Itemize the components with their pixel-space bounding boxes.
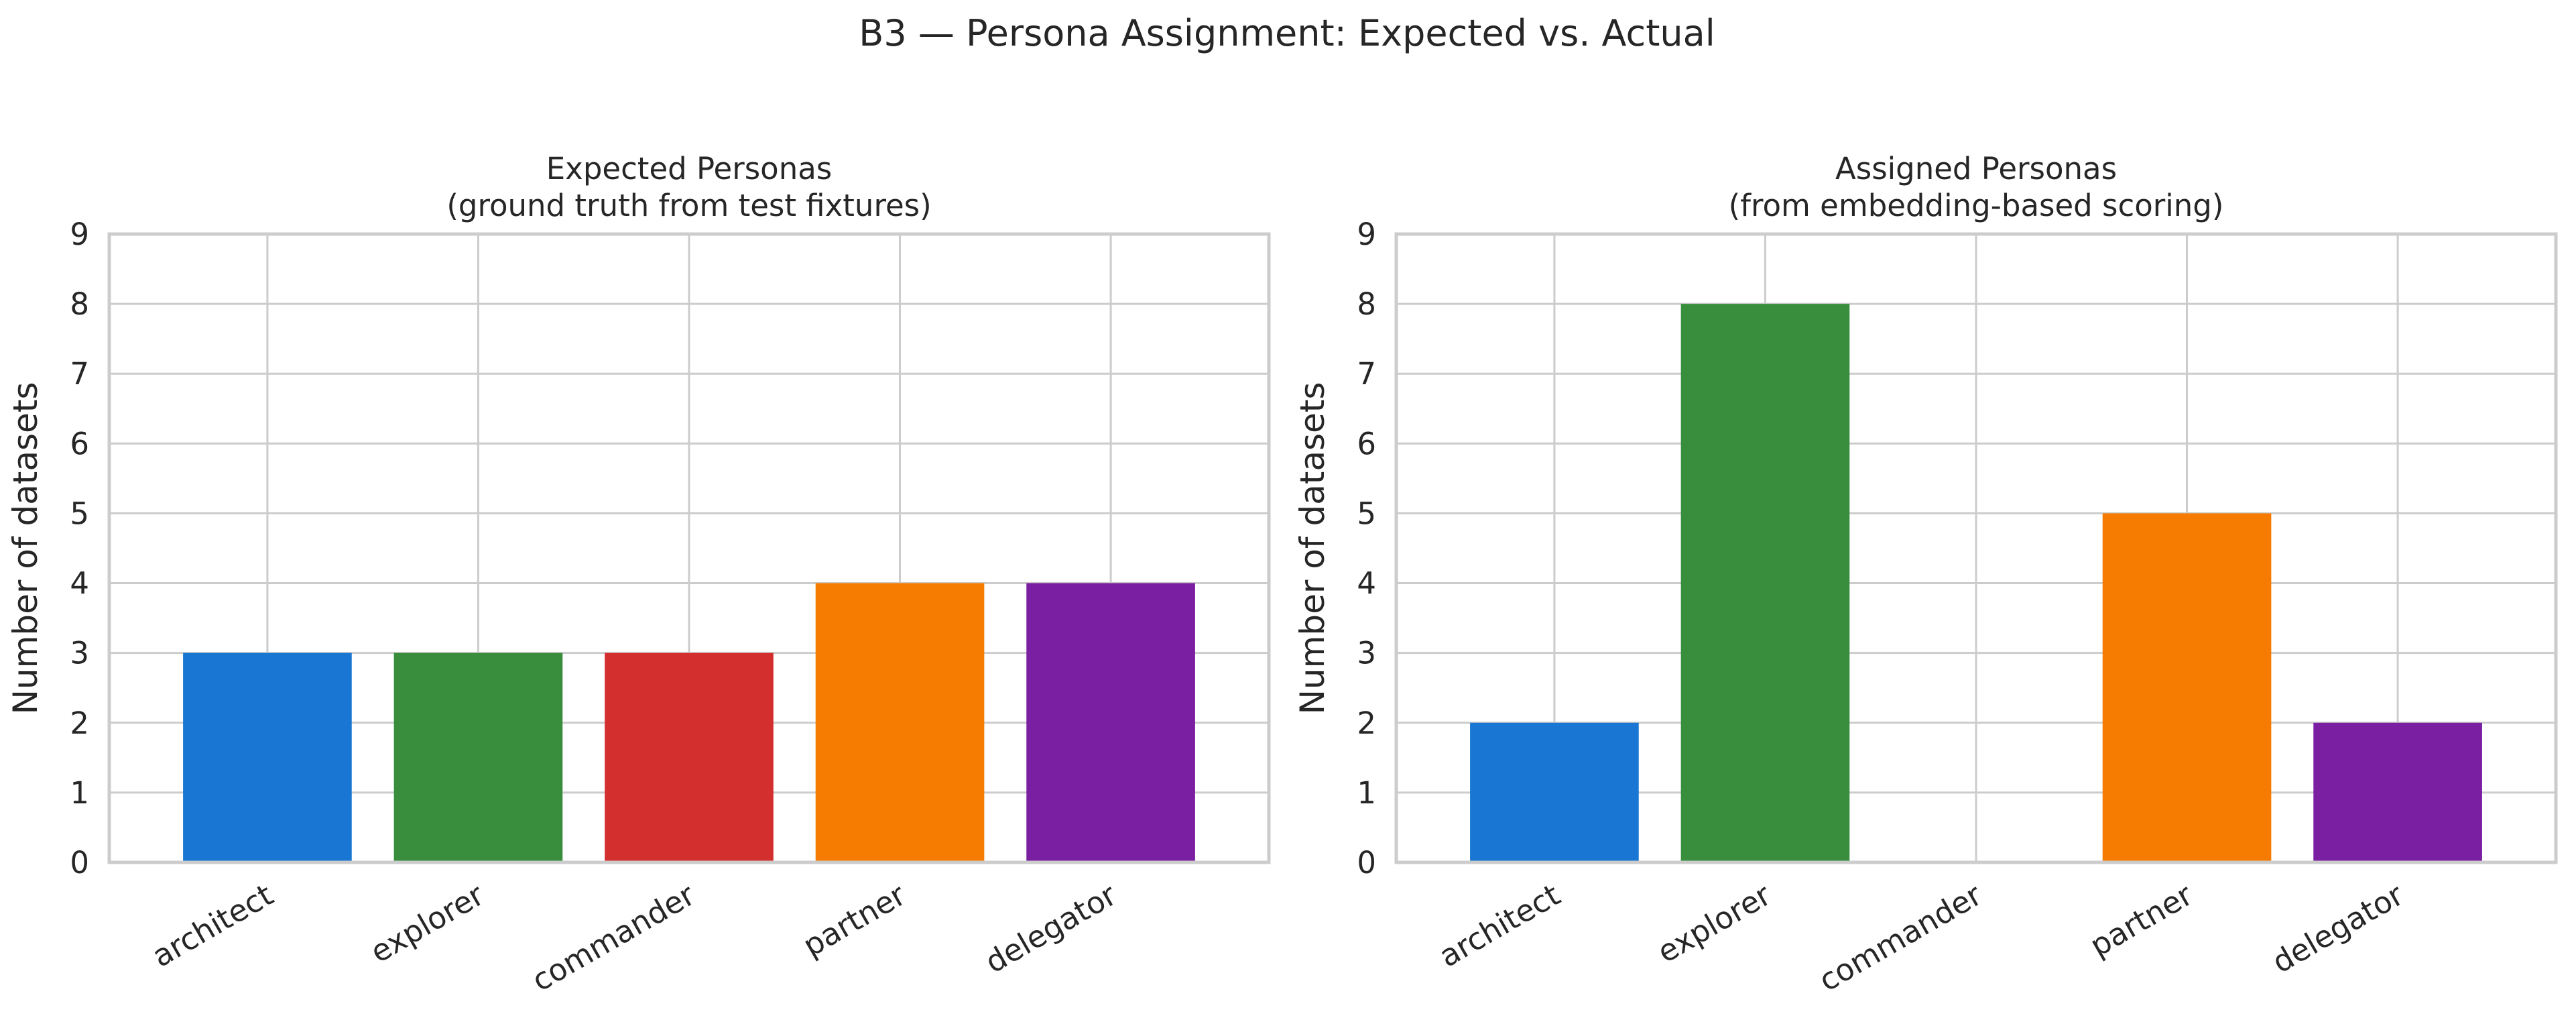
y-tick-label: 2: [70, 705, 89, 741]
y-tick-label: 9: [70, 217, 89, 252]
panel-title: (ground truth from test fixtures): [446, 188, 931, 223]
bar-commander: [605, 652, 774, 862]
bar-explorer: [1680, 304, 1850, 863]
y-tick-label: 4: [1357, 566, 1376, 602]
axes-frame: [1394, 232, 2558, 864]
bar-explorer: [393, 652, 563, 862]
panel-title: (from embedding-based scoring): [1729, 188, 2224, 223]
y-tick-label: 6: [1357, 426, 1376, 461]
figure-title: B3 — Persona Assignment: Expected vs. Ac…: [859, 12, 1715, 54]
y-tick-label: 6: [70, 426, 89, 461]
y-tick-label: 2: [1357, 705, 1376, 741]
y-tick-label: 7: [70, 356, 89, 392]
y-tick-label: 0: [1357, 845, 1376, 880]
axes-frame: [107, 232, 1271, 864]
y-tick-label: 8: [70, 286, 89, 322]
y-tick-label: 3: [1357, 636, 1376, 671]
bar-partner: [2102, 513, 2272, 862]
bar-delegator: [1026, 583, 1195, 862]
bar-architect: [183, 652, 352, 862]
bar-partner: [815, 583, 985, 862]
y-tick-label: 8: [1357, 286, 1376, 322]
y-tick-label: 5: [70, 496, 89, 531]
bar-architect: [1470, 722, 1639, 862]
panel-title: Expected Personas: [546, 151, 833, 186]
y-tick-label: 5: [1357, 496, 1376, 531]
y-tick-label: 9: [1357, 217, 1376, 252]
y-axis-label: Number of datasets: [6, 382, 45, 715]
y-axis-label: Number of datasets: [1293, 382, 1332, 715]
y-tick-label: 1: [1357, 775, 1376, 811]
y-tick-label: 1: [70, 775, 89, 811]
bar-delegator: [2313, 722, 2482, 862]
y-tick-label: 4: [70, 566, 89, 602]
y-tick-label: 3: [70, 636, 89, 671]
y-tick-label: 7: [1357, 356, 1376, 392]
panel-title: Assigned Personas: [1835, 151, 2117, 186]
y-tick-label: 0: [70, 845, 89, 880]
